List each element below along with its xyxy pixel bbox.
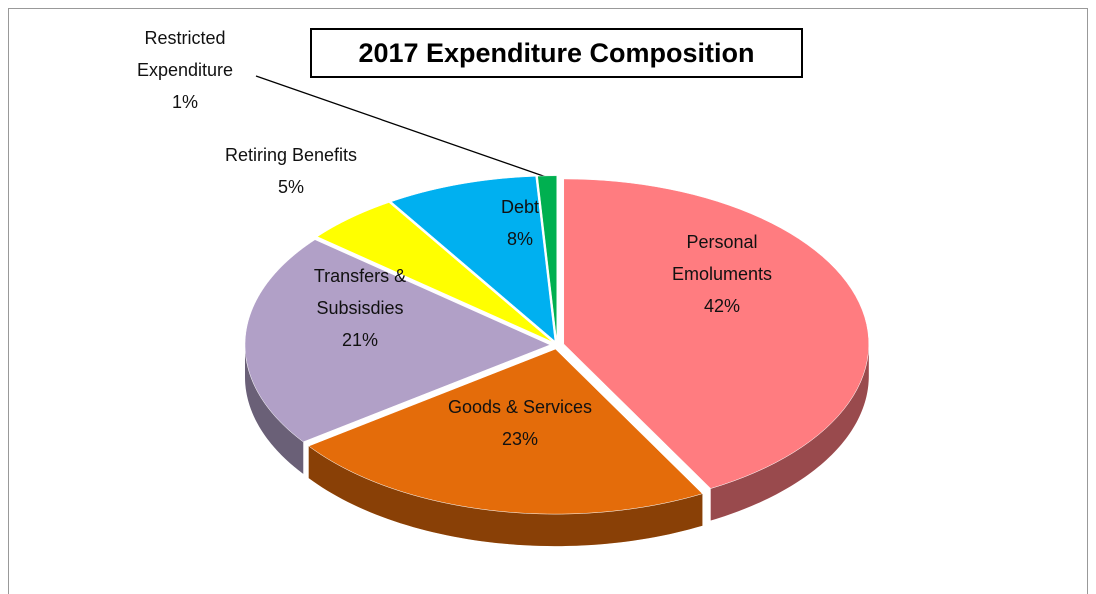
- pie-side-shade: [308, 446, 703, 547]
- data-label: Goods & Services 23%: [400, 391, 640, 455]
- pie-side-shade: [710, 343, 869, 521]
- label-name: Goods & Services: [447, 397, 593, 417]
- label-name: Transfers & Subsisdies: [313, 266, 407, 318]
- data-label: Transfers & Subsisdies 21%: [295, 260, 425, 356]
- label-value: 21%: [341, 330, 379, 350]
- label-name: Debt: [500, 197, 540, 217]
- data-label: Restricted Expenditure 1%: [125, 22, 245, 118]
- label-value: 5%: [277, 177, 304, 197]
- leader-line: [255, 75, 550, 179]
- label-name: Restricted Expenditure: [136, 28, 234, 80]
- pie-slice: [244, 239, 551, 443]
- label-name: Personal Emoluments: [671, 232, 773, 284]
- label-value: 23%: [501, 429, 539, 449]
- pie-side: [245, 344, 304, 474]
- label-value: 42%: [703, 296, 741, 316]
- pie-slice: [537, 175, 558, 341]
- data-label: Personal Emoluments 42%: [657, 226, 787, 322]
- pie-side: [308, 446, 703, 547]
- data-label: Debt 8%: [490, 191, 550, 255]
- chart-title: 2017 Expenditure Composition: [310, 28, 803, 78]
- label-name: Retiring Benefits: [224, 145, 358, 165]
- pie-side: [710, 343, 869, 521]
- pie-slice: [390, 176, 556, 342]
- pie-slice: [308, 348, 703, 515]
- pie-side-shade: [245, 344, 304, 474]
- pie-slice: [563, 178, 870, 489]
- chart-border: [8, 8, 1088, 594]
- label-value: 8%: [506, 229, 533, 249]
- pie-slice: [316, 202, 553, 343]
- label-value: 1%: [171, 92, 198, 112]
- data-label: Retiring Benefits 5%: [171, 139, 411, 203]
